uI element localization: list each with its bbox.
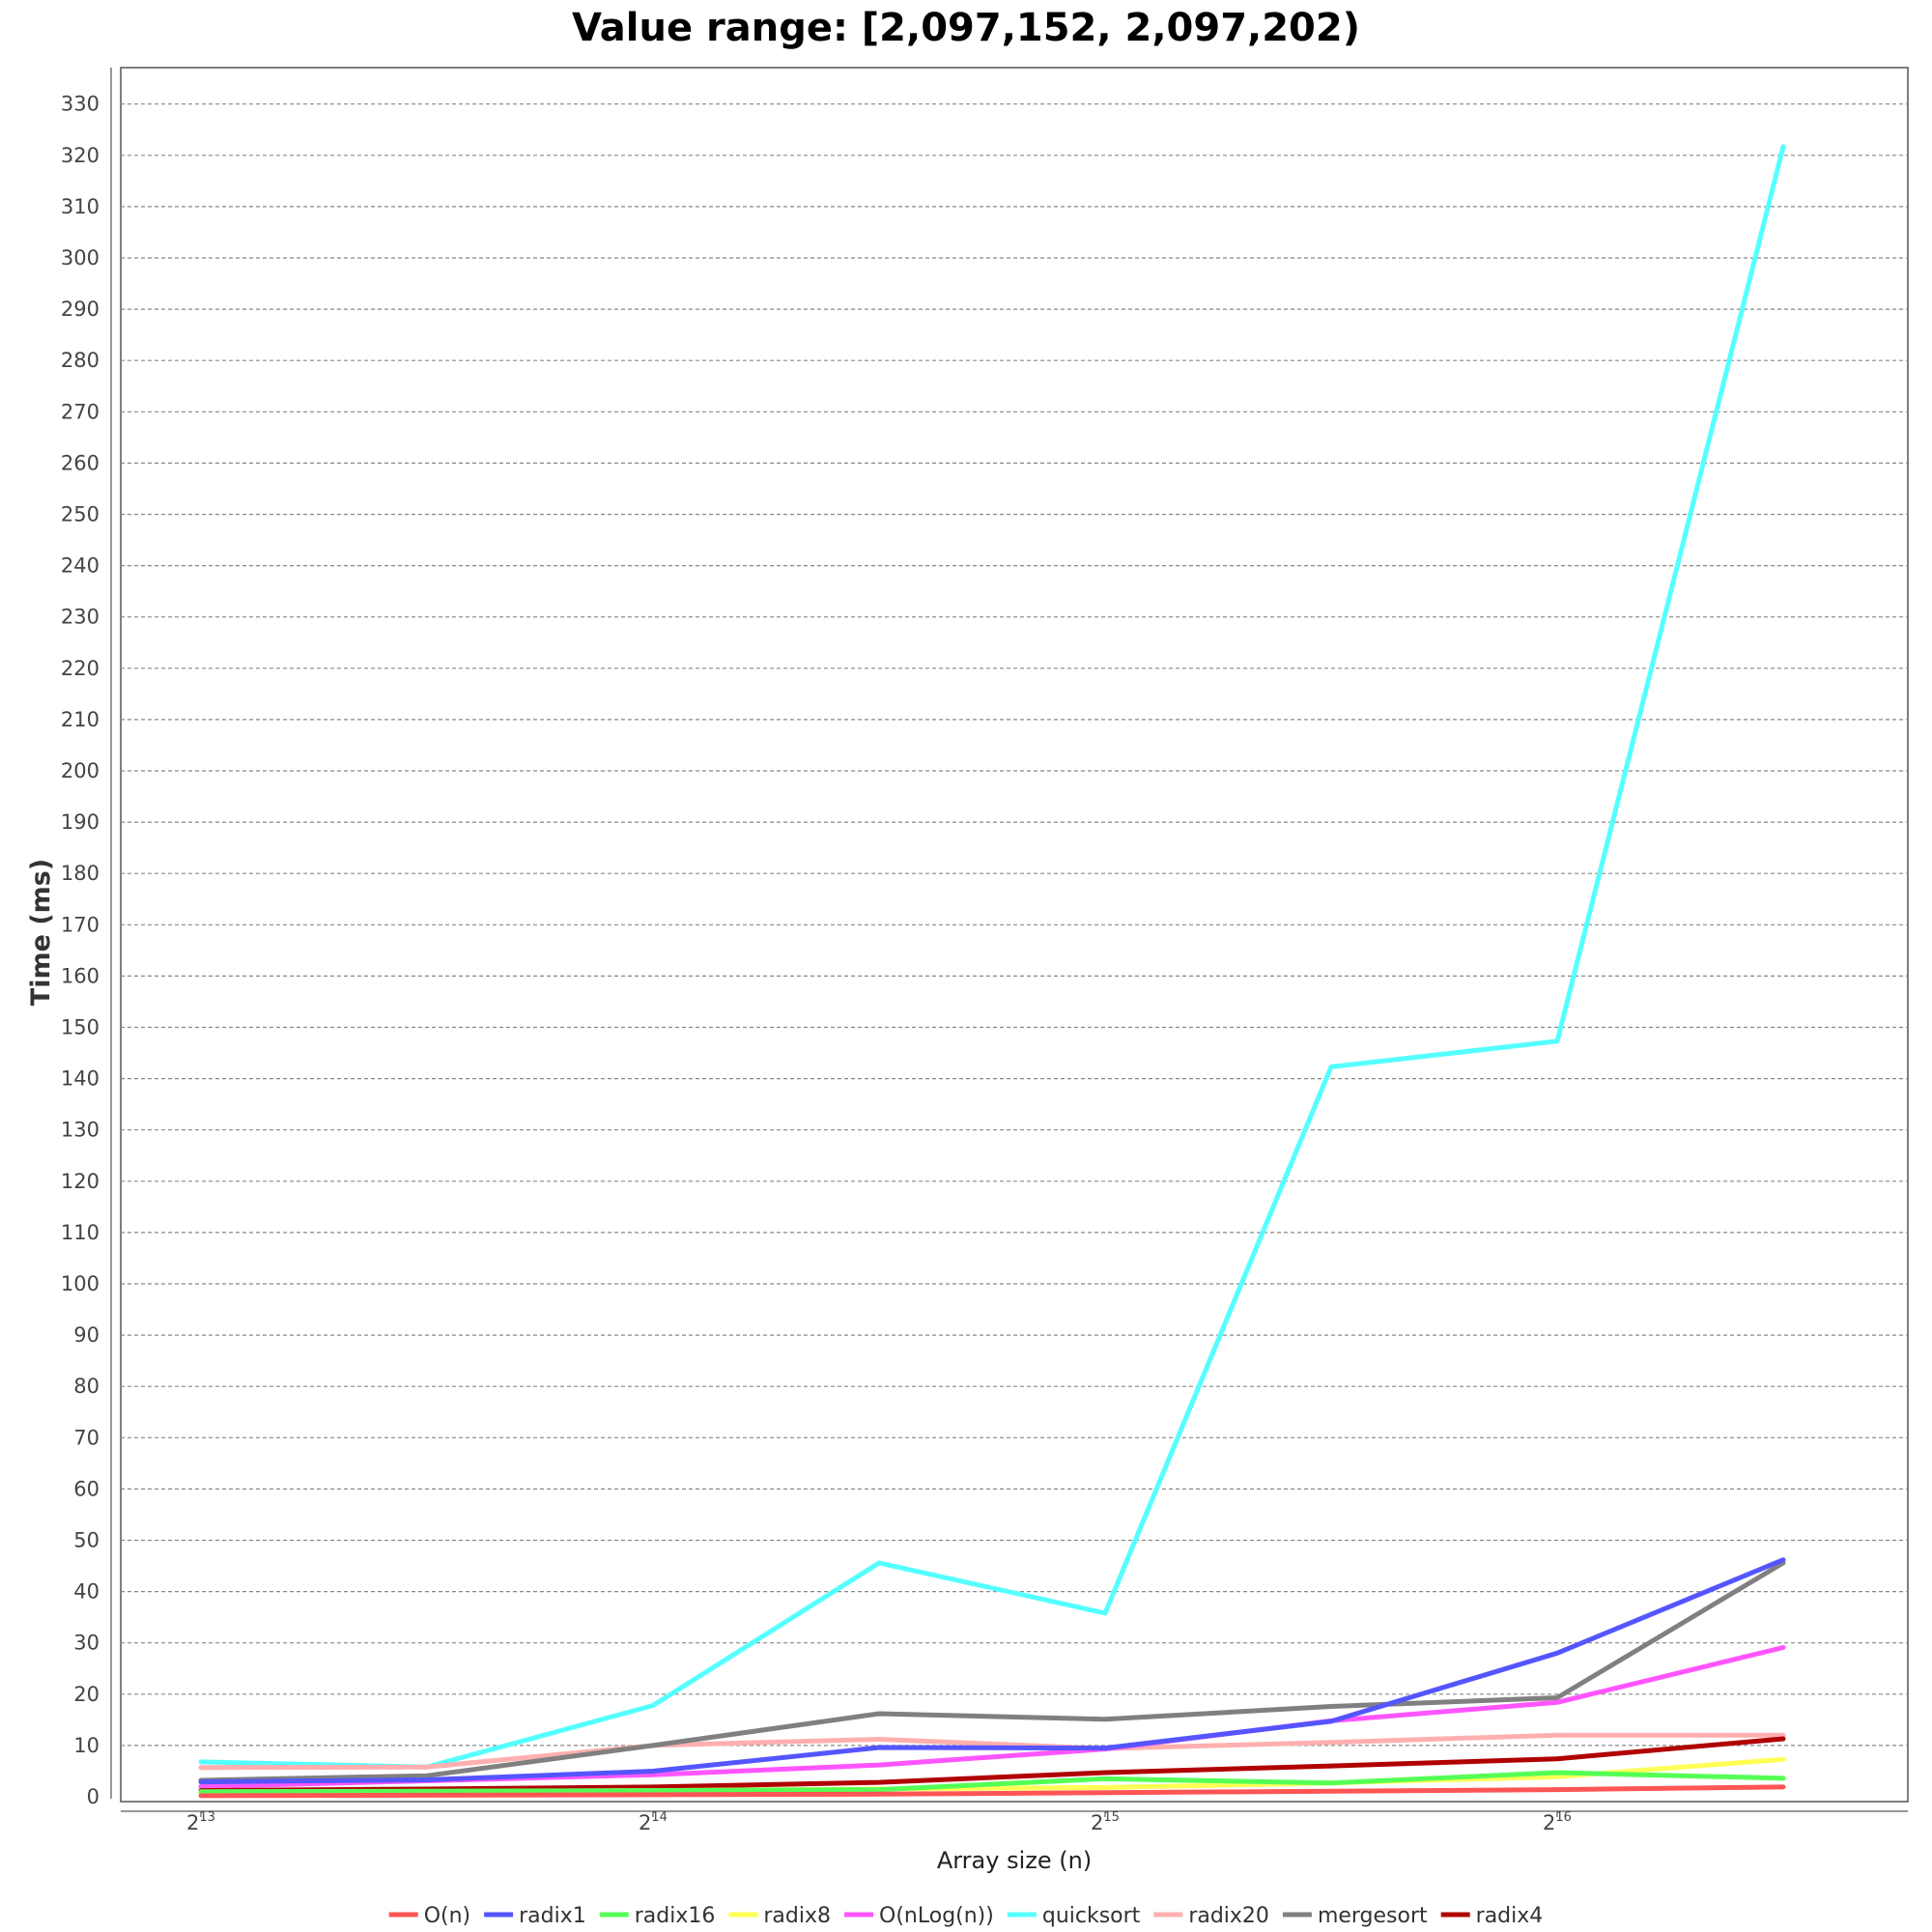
legend-label: mergesort xyxy=(1318,1904,1428,1928)
y-tick-label: 240 xyxy=(61,554,99,578)
legend-label: O(n) xyxy=(424,1904,470,1928)
y-tick-label: 200 xyxy=(61,759,99,782)
y-tick-label: 40 xyxy=(73,1580,99,1604)
legend-label: radix20 xyxy=(1188,1904,1269,1928)
y-tick-label: 330 xyxy=(61,93,99,116)
plot-area xyxy=(120,67,1909,1803)
y-tick-label: 110 xyxy=(61,1221,99,1244)
legend: O(n) radix1 radix16 radix8 O(nLog(n)) quickso… xyxy=(388,1904,1544,1928)
y-tick-label: 30 xyxy=(73,1632,99,1655)
y-tick-label: 10 xyxy=(73,1734,99,1757)
x-tick-label: 214 xyxy=(639,1810,668,1834)
series-line-o-n xyxy=(198,1784,1786,1799)
series-lines xyxy=(198,144,1786,1799)
x-tick-label: 215 xyxy=(1091,1810,1120,1834)
y-tick-label: 190 xyxy=(61,810,99,834)
x-tick-label: 213 xyxy=(186,1810,215,1834)
y-tick-label: 120 xyxy=(61,1170,99,1193)
y-tick-label: 150 xyxy=(61,1016,99,1039)
legend-label: radix1 xyxy=(519,1904,586,1928)
chart-title: Value range: [2,097,152, 2,097,202) xyxy=(572,6,1360,50)
legend-label: quicksort xyxy=(1042,1904,1141,1928)
y-tick-label: 50 xyxy=(73,1529,99,1552)
y-tick-label: 270 xyxy=(61,400,99,423)
series-line-radix16 xyxy=(198,1770,1786,1795)
y-tick-label: 320 xyxy=(61,144,99,167)
y-tick-label: 170 xyxy=(61,913,99,936)
legend-label: radix8 xyxy=(763,1904,831,1928)
legend-label: radix4 xyxy=(1476,1904,1544,1928)
x-tick-labels: 213 214 215 216 xyxy=(186,1810,1572,1834)
y-tick-label: 20 xyxy=(73,1683,99,1706)
y-tick-label: 230 xyxy=(61,606,99,629)
series-line-radix20 xyxy=(198,1732,1786,1771)
y-tick-label: 70 xyxy=(73,1426,99,1449)
y-tick-label: 280 xyxy=(61,349,99,372)
x-axis-label: Array size (n) xyxy=(937,1847,1092,1874)
y-tick-label: 220 xyxy=(61,657,99,680)
series-line-mergesort xyxy=(198,1560,1786,1783)
y-tick-label: 140 xyxy=(61,1067,99,1091)
axes xyxy=(110,68,1908,1812)
y-tick-label: 290 xyxy=(61,298,99,321)
y-tick-label: 260 xyxy=(61,451,99,474)
y-tick-labels: 0 10 20 30 40 50 60 70 80 90 100 110 120 130 140 150 160… xyxy=(61,93,99,1808)
series-line-radix1 xyxy=(198,1557,1786,1785)
y-tick-label: 300 xyxy=(61,246,99,270)
legend-label: radix16 xyxy=(635,1904,716,1928)
y-tick-label: 160 xyxy=(61,964,99,987)
y-tick-label: 100 xyxy=(61,1272,99,1295)
legend-label: O(nLog(n)) xyxy=(879,1904,994,1928)
y-tick-label: 210 xyxy=(61,708,99,731)
series-line-quicksort xyxy=(198,144,1786,1770)
y-axis-label: Time (ms) xyxy=(26,859,56,1006)
x-tick-label: 216 xyxy=(1543,1810,1572,1834)
y-tick-label: 250 xyxy=(61,503,99,526)
y-tick-label: 60 xyxy=(73,1477,99,1500)
y-tick-label: 180 xyxy=(61,862,99,885)
y-tick-label: 90 xyxy=(73,1323,99,1347)
gridlines xyxy=(121,103,1908,1747)
y-tick-label: 80 xyxy=(73,1375,99,1398)
y-tick-label: 130 xyxy=(61,1119,99,1142)
y-tick-label: 310 xyxy=(61,195,99,218)
y-tick-label: 0 xyxy=(87,1785,99,1808)
